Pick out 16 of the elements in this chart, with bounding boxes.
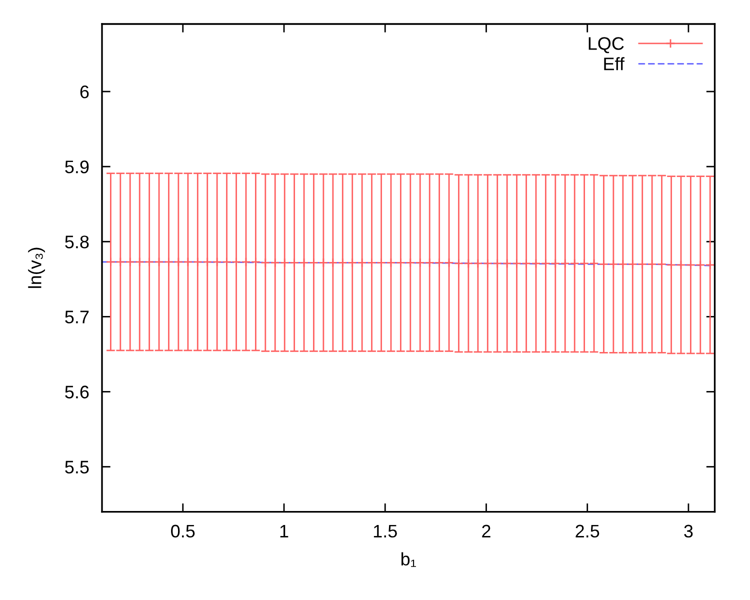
- legend-label: Eff: [604, 57, 624, 70]
- x-tick-label: 2.5: [576, 524, 600, 538]
- y-tick-label: 5.5: [65, 460, 89, 474]
- y-tick-label: 6: [80, 85, 89, 98]
- x-tick-label: 2: [482, 524, 490, 538]
- x-tick-label: 1.5: [374, 524, 397, 538]
- y-tick-label: 5.7: [65, 310, 89, 324]
- y-tick-label: 5.6: [65, 386, 89, 398]
- x-tick-label: 1: [280, 524, 288, 538]
- legend-label: LQC: [588, 37, 624, 54]
- y-tick-label: 5.9: [65, 160, 89, 174]
- x-axis-title: b₁: [401, 552, 416, 567]
- y-tick-label: 5.8: [65, 236, 89, 248]
- y-axis-title: ln(v₃): [28, 248, 45, 288]
- x-tick-label: 3: [684, 524, 693, 538]
- x-tick-label: 0.5: [171, 524, 195, 538]
